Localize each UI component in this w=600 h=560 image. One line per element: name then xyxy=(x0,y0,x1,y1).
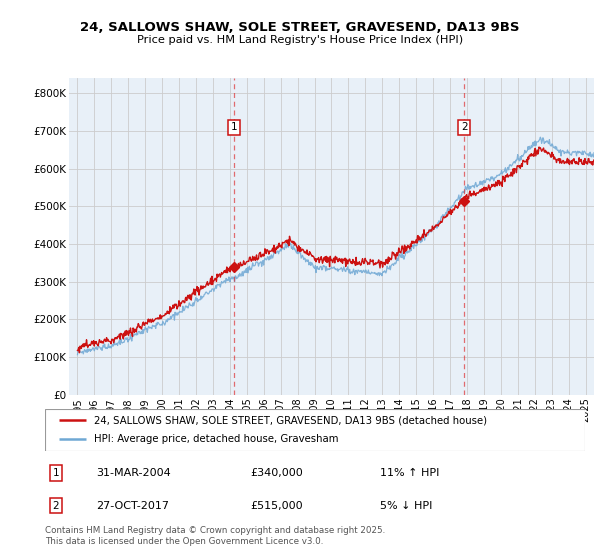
Text: 1: 1 xyxy=(52,468,59,478)
Text: HPI: Average price, detached house, Gravesham: HPI: Average price, detached house, Grav… xyxy=(94,435,338,445)
Text: £340,000: £340,000 xyxy=(250,468,303,478)
Text: 31-MAR-2004: 31-MAR-2004 xyxy=(96,468,171,478)
Text: 1: 1 xyxy=(231,123,238,133)
Text: 27-OCT-2017: 27-OCT-2017 xyxy=(96,501,169,511)
Text: 24, SALLOWS SHAW, SOLE STREET, GRAVESEND, DA13 9BS (detached house): 24, SALLOWS SHAW, SOLE STREET, GRAVESEND… xyxy=(94,415,487,425)
Text: £515,000: £515,000 xyxy=(250,501,303,511)
Text: 5% ↓ HPI: 5% ↓ HPI xyxy=(380,501,432,511)
Text: 2: 2 xyxy=(52,501,59,511)
FancyBboxPatch shape xyxy=(45,409,585,451)
Text: 24, SALLOWS SHAW, SOLE STREET, GRAVESEND, DA13 9BS: 24, SALLOWS SHAW, SOLE STREET, GRAVESEND… xyxy=(80,21,520,34)
Text: Contains HM Land Registry data © Crown copyright and database right 2025.
This d: Contains HM Land Registry data © Crown c… xyxy=(45,526,385,546)
Text: Price paid vs. HM Land Registry's House Price Index (HPI): Price paid vs. HM Land Registry's House … xyxy=(137,35,463,45)
Text: 11% ↑ HPI: 11% ↑ HPI xyxy=(380,468,439,478)
Text: 2: 2 xyxy=(461,123,467,133)
